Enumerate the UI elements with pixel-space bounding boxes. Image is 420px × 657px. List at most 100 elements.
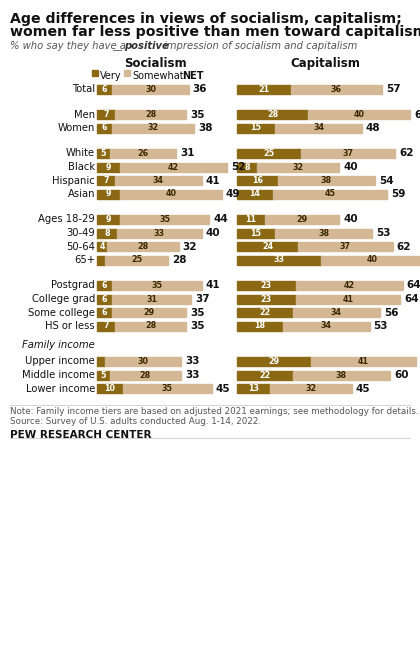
- Text: Upper income: Upper income: [25, 357, 95, 367]
- Bar: [97, 229, 118, 237]
- Text: 49: 49: [226, 189, 240, 199]
- Bar: [237, 242, 298, 251]
- Bar: [123, 384, 212, 393]
- Text: 23: 23: [261, 281, 272, 290]
- Text: 35: 35: [190, 321, 205, 331]
- Text: 34: 34: [153, 176, 164, 185]
- Text: women far less positive than men toward capitalism: women far less positive than men toward …: [10, 25, 420, 39]
- Bar: [275, 124, 362, 133]
- Text: White: White: [66, 148, 95, 158]
- Bar: [107, 242, 178, 251]
- Bar: [237, 149, 301, 158]
- Bar: [112, 85, 189, 93]
- Text: 13: 13: [248, 384, 259, 393]
- Text: Asian: Asian: [68, 189, 95, 199]
- Bar: [298, 242, 393, 251]
- Text: 48: 48: [366, 123, 381, 133]
- Text: 22: 22: [260, 371, 270, 380]
- Text: 34: 34: [321, 321, 332, 330]
- Bar: [311, 357, 415, 366]
- Text: 9: 9: [106, 215, 111, 224]
- Text: 41: 41: [205, 281, 220, 290]
- Text: Socialism: Socialism: [123, 57, 186, 70]
- Text: 54: 54: [379, 175, 393, 185]
- Bar: [293, 371, 390, 380]
- Text: 64: 64: [407, 281, 420, 290]
- Bar: [97, 110, 115, 119]
- Text: 40: 40: [205, 228, 220, 238]
- Text: Women: Women: [58, 123, 95, 133]
- Bar: [97, 308, 112, 317]
- Text: 38: 38: [318, 229, 329, 237]
- Text: 32: 32: [305, 384, 317, 393]
- Bar: [257, 162, 339, 171]
- Text: 38: 38: [336, 371, 347, 380]
- Text: Total: Total: [72, 84, 95, 94]
- Text: 31: 31: [180, 148, 194, 158]
- Bar: [237, 357, 311, 366]
- Bar: [120, 189, 222, 198]
- Bar: [97, 189, 120, 198]
- Text: 38: 38: [321, 176, 332, 185]
- Bar: [237, 110, 308, 119]
- Text: 25: 25: [263, 149, 274, 158]
- Bar: [237, 189, 273, 198]
- Bar: [237, 294, 296, 304]
- Text: College grad: College grad: [32, 294, 95, 304]
- Bar: [97, 321, 115, 330]
- Text: Hispanic: Hispanic: [52, 175, 95, 185]
- Bar: [278, 176, 375, 185]
- Bar: [321, 256, 420, 265]
- Bar: [97, 176, 115, 185]
- Text: 30-49: 30-49: [66, 228, 95, 238]
- Text: 11: 11: [246, 215, 257, 224]
- Bar: [237, 281, 296, 290]
- Text: 6: 6: [102, 281, 108, 290]
- Text: 6: 6: [102, 294, 108, 304]
- Text: 59: 59: [391, 189, 406, 199]
- Text: 38: 38: [198, 123, 213, 133]
- Text: 10: 10: [104, 384, 115, 393]
- Text: 21: 21: [258, 85, 269, 93]
- Text: 32: 32: [293, 162, 304, 171]
- Text: 40: 40: [343, 162, 357, 172]
- Text: 34: 34: [331, 308, 342, 317]
- Text: impression of socialism and capitalism: impression of socialism and capitalism: [164, 41, 357, 51]
- Text: 35: 35: [190, 110, 205, 120]
- Text: 65+: 65+: [74, 255, 95, 265]
- Bar: [237, 176, 278, 185]
- Text: 33: 33: [185, 370, 200, 380]
- Bar: [237, 308, 293, 317]
- Text: 28: 28: [145, 321, 156, 330]
- Text: 37: 37: [340, 242, 351, 251]
- Bar: [115, 321, 186, 330]
- Bar: [97, 242, 107, 251]
- Text: 64: 64: [404, 294, 419, 304]
- Text: 25: 25: [131, 256, 142, 265]
- Bar: [110, 149, 176, 158]
- Bar: [97, 256, 105, 265]
- Text: Age differences in views of socialism, capitalism;: Age differences in views of socialism, c…: [10, 12, 402, 26]
- Text: 7: 7: [103, 110, 109, 119]
- Bar: [97, 124, 112, 133]
- Text: Somewhat: Somewhat: [132, 71, 184, 81]
- Text: 15: 15: [251, 124, 262, 133]
- Bar: [308, 110, 410, 119]
- Text: 52: 52: [231, 162, 246, 172]
- Text: 18: 18: [255, 321, 265, 330]
- Text: positive: positive: [124, 41, 169, 51]
- Bar: [97, 357, 105, 366]
- Text: 35: 35: [162, 384, 173, 393]
- Text: 8: 8: [244, 162, 250, 171]
- Text: 28: 28: [267, 110, 278, 119]
- Text: HS or less: HS or less: [45, 321, 95, 331]
- Text: 32: 32: [183, 242, 197, 252]
- Bar: [265, 215, 339, 224]
- Text: 29: 29: [297, 215, 307, 224]
- Text: 56: 56: [384, 307, 398, 317]
- Bar: [112, 124, 194, 133]
- Bar: [105, 357, 181, 366]
- Text: 7: 7: [103, 176, 109, 185]
- Bar: [124, 70, 130, 76]
- Text: 36: 36: [193, 84, 207, 94]
